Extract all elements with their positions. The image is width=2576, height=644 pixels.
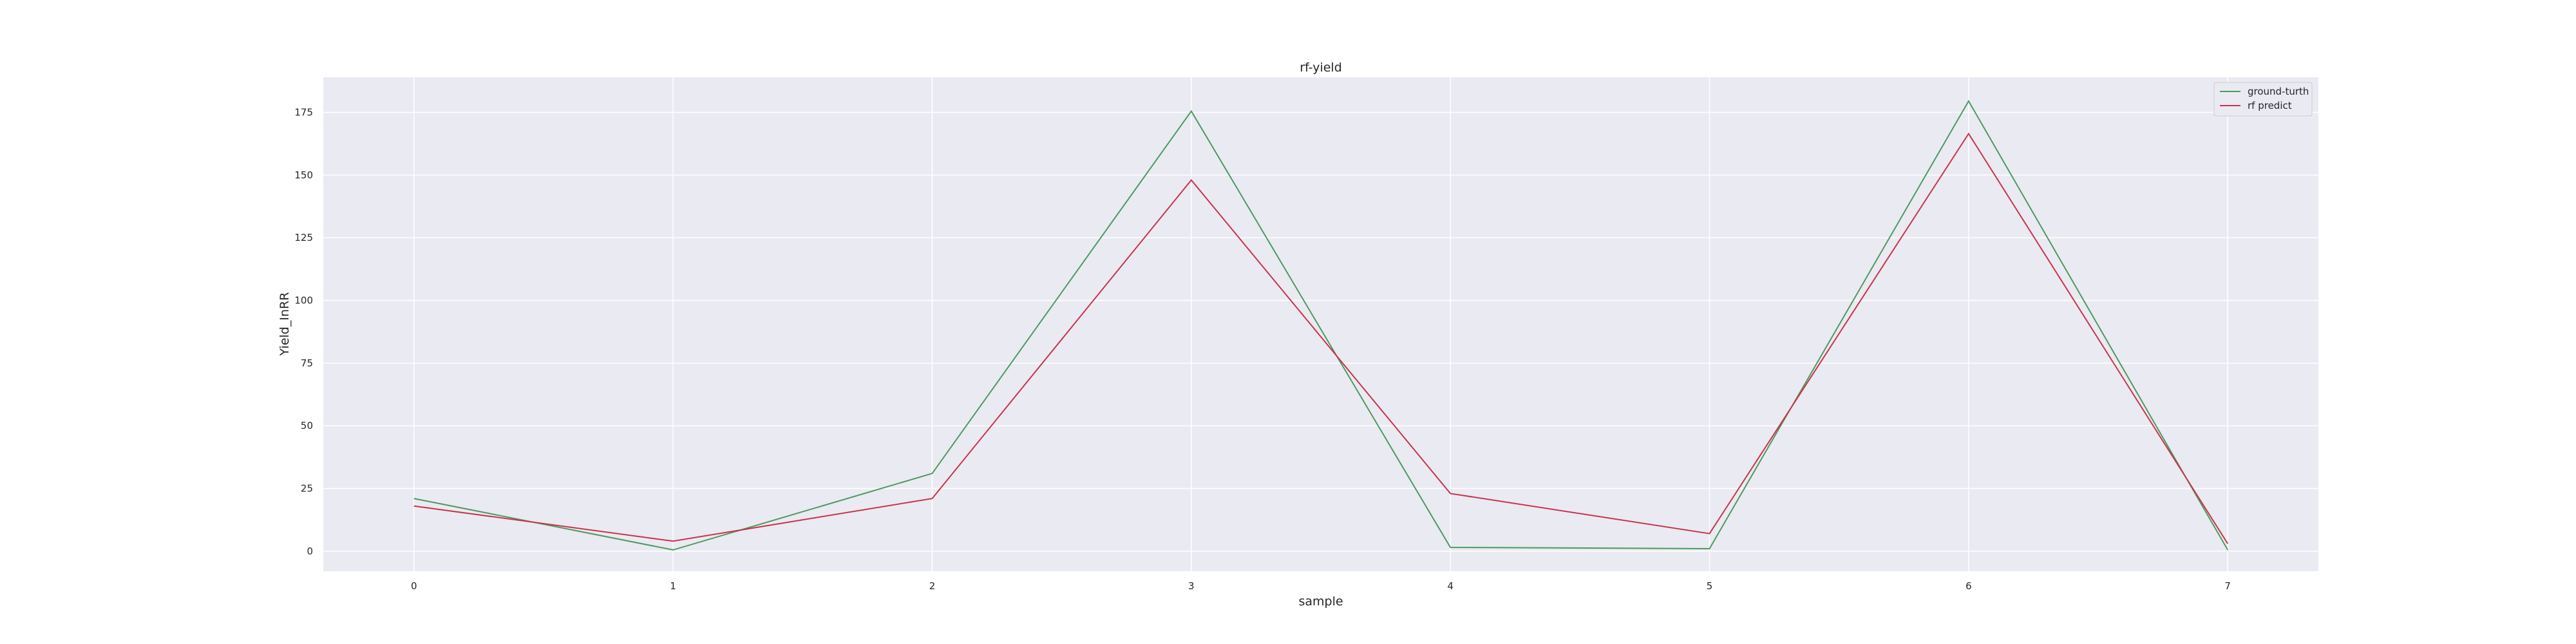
y-tick-label: 75 bbox=[301, 357, 313, 369]
x-tick-label: 1 bbox=[670, 580, 676, 592]
y-axis-ticks: 0 25 50 75 100 125 150 175 bbox=[294, 107, 313, 557]
y-tick-label: 125 bbox=[294, 232, 313, 243]
y-axis-label: Yield_InRR bbox=[278, 292, 292, 357]
y-tick-label: 150 bbox=[294, 169, 313, 181]
x-tick-label: 0 bbox=[411, 580, 417, 592]
y-tick-label: 175 bbox=[294, 107, 313, 118]
x-tick-label: 3 bbox=[1188, 580, 1195, 592]
legend: ground-turth rf predict bbox=[2213, 82, 2313, 117]
y-tick-label: 25 bbox=[301, 483, 313, 495]
x-tick-label: 6 bbox=[1965, 580, 1972, 592]
legend-label-ground-turth: ground-turth bbox=[2248, 86, 2309, 97]
chart-title: rf-yield bbox=[1300, 61, 1342, 75]
grid bbox=[323, 77, 2318, 571]
series-line-ground-turth bbox=[413, 99, 2229, 551]
y-tick-label: 0 bbox=[307, 545, 313, 557]
x-tick-label: 5 bbox=[1707, 580, 1713, 592]
x-tick-label: 2 bbox=[929, 580, 936, 592]
x-axis-label: sample bbox=[1298, 594, 1343, 609]
series-line-rf-predict bbox=[413, 132, 2229, 544]
y-tick-label: 100 bbox=[294, 295, 313, 307]
y-tick-label: 50 bbox=[301, 420, 313, 431]
legend-label-rf-predict: rf predict bbox=[2248, 100, 2292, 111]
x-axis-ticks: 0 1 2 3 4 5 6 7 bbox=[411, 580, 2231, 592]
plot-background bbox=[323, 77, 2318, 571]
series-lines bbox=[413, 99, 2229, 551]
x-tick-label: 7 bbox=[2224, 580, 2231, 592]
x-tick-label: 4 bbox=[1447, 580, 1454, 592]
